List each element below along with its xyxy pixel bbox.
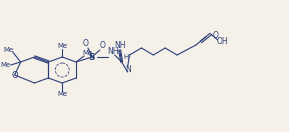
Text: Me: Me bbox=[57, 43, 67, 49]
Text: H: H bbox=[123, 54, 128, 60]
Text: N: N bbox=[126, 65, 131, 74]
Text: NH: NH bbox=[114, 41, 125, 50]
Text: O: O bbox=[213, 30, 219, 39]
Text: Me: Me bbox=[57, 91, 67, 97]
Text: S: S bbox=[89, 53, 95, 62]
Text: Me: Me bbox=[4, 47, 14, 53]
Text: OH: OH bbox=[217, 37, 229, 46]
Text: O: O bbox=[83, 39, 89, 48]
Text: Me: Me bbox=[1, 62, 11, 68]
Text: O: O bbox=[11, 70, 18, 79]
Text: O: O bbox=[100, 41, 106, 51]
Text: NH: NH bbox=[107, 48, 118, 56]
Text: Me: Me bbox=[83, 50, 93, 56]
